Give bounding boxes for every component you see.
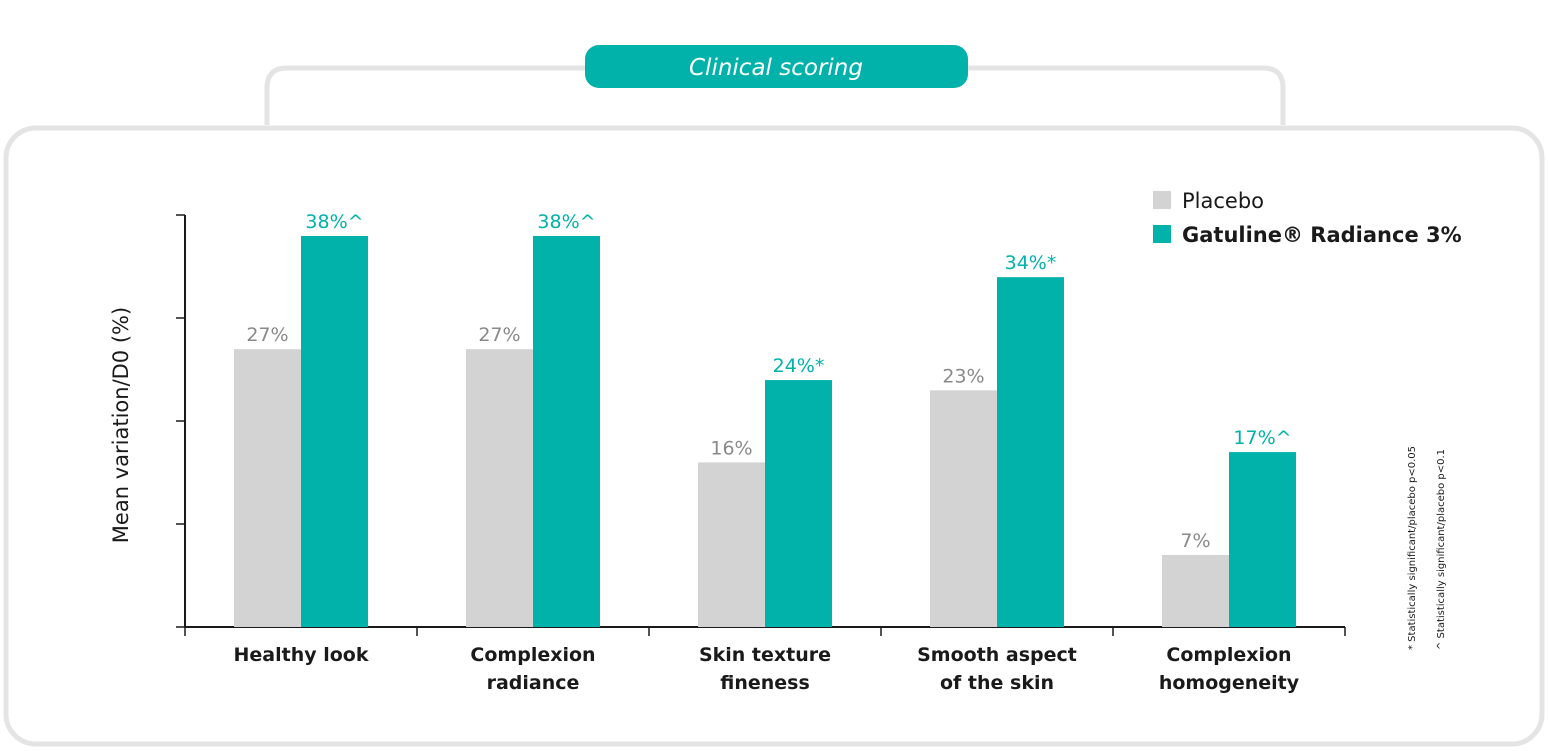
data-label-gatuline: 38%^ [537,211,595,233]
x-tick-label: Complexion radiance [470,644,595,694]
category-labels: Healthy look Complexion radiance Skin textu… [234,644,1300,694]
data-label-placebo: 23% [942,365,984,387]
footnote-star: * Statistically significant/placebo p<0.… [1407,446,1418,650]
title-pill: Clinical scoring [585,45,968,88]
x-tick-label: Healthy look [234,644,369,666]
x-tick-label: Complexion homogeneity [1159,644,1300,694]
data-label-placebo: 27% [246,324,288,346]
x-tick-label: Smooth aspect of the skin [917,644,1077,694]
legend-swatch-placebo [1153,191,1171,209]
panel-frame [3,125,1545,747]
bar-placebo [930,390,997,627]
data-label-gatuline: 24%* [773,355,825,377]
value-labels: 27% 38%^ 27% 38%^ 16% 24%* 23% 34%* 7% 17%^ [246,211,1291,552]
data-label-gatuline: 38%^ [305,211,363,233]
y-axis-label: Mean variation/D0 (%) [109,307,133,543]
legend: Placebo Gatuline® Radiance 3% [1153,189,1462,247]
bar-placebo [1162,554,1229,627]
data-label-placebo: 7% [1180,530,1210,552]
data-label-placebo: 16% [710,437,752,459]
bars [234,236,1296,627]
data-label-gatuline: 17%^ [1233,427,1291,449]
data-label-gatuline: 34%* [1005,252,1057,274]
x-tick-label: Skin texture fineness [699,644,831,694]
bar-gatuline [765,380,832,627]
bar-placebo [466,349,533,627]
bar-placebo [234,349,301,627]
bracket-frame [264,65,1286,125]
bar-gatuline [533,236,600,627]
legend-label-placebo: Placebo [1182,189,1264,213]
bar-gatuline [301,236,368,627]
legend-label-gatuline: Gatuline® Radiance 3% [1182,223,1462,247]
bar-gatuline [1229,452,1296,627]
legend-swatch-gatuline [1153,225,1171,243]
bar-gatuline [997,277,1064,627]
footnote-caret: ^ Statistically significant/placebo p<0.… [1436,449,1447,650]
bar-placebo [698,462,765,627]
chart-title: Clinical scoring [689,55,863,81]
data-label-placebo: 27% [478,324,520,346]
